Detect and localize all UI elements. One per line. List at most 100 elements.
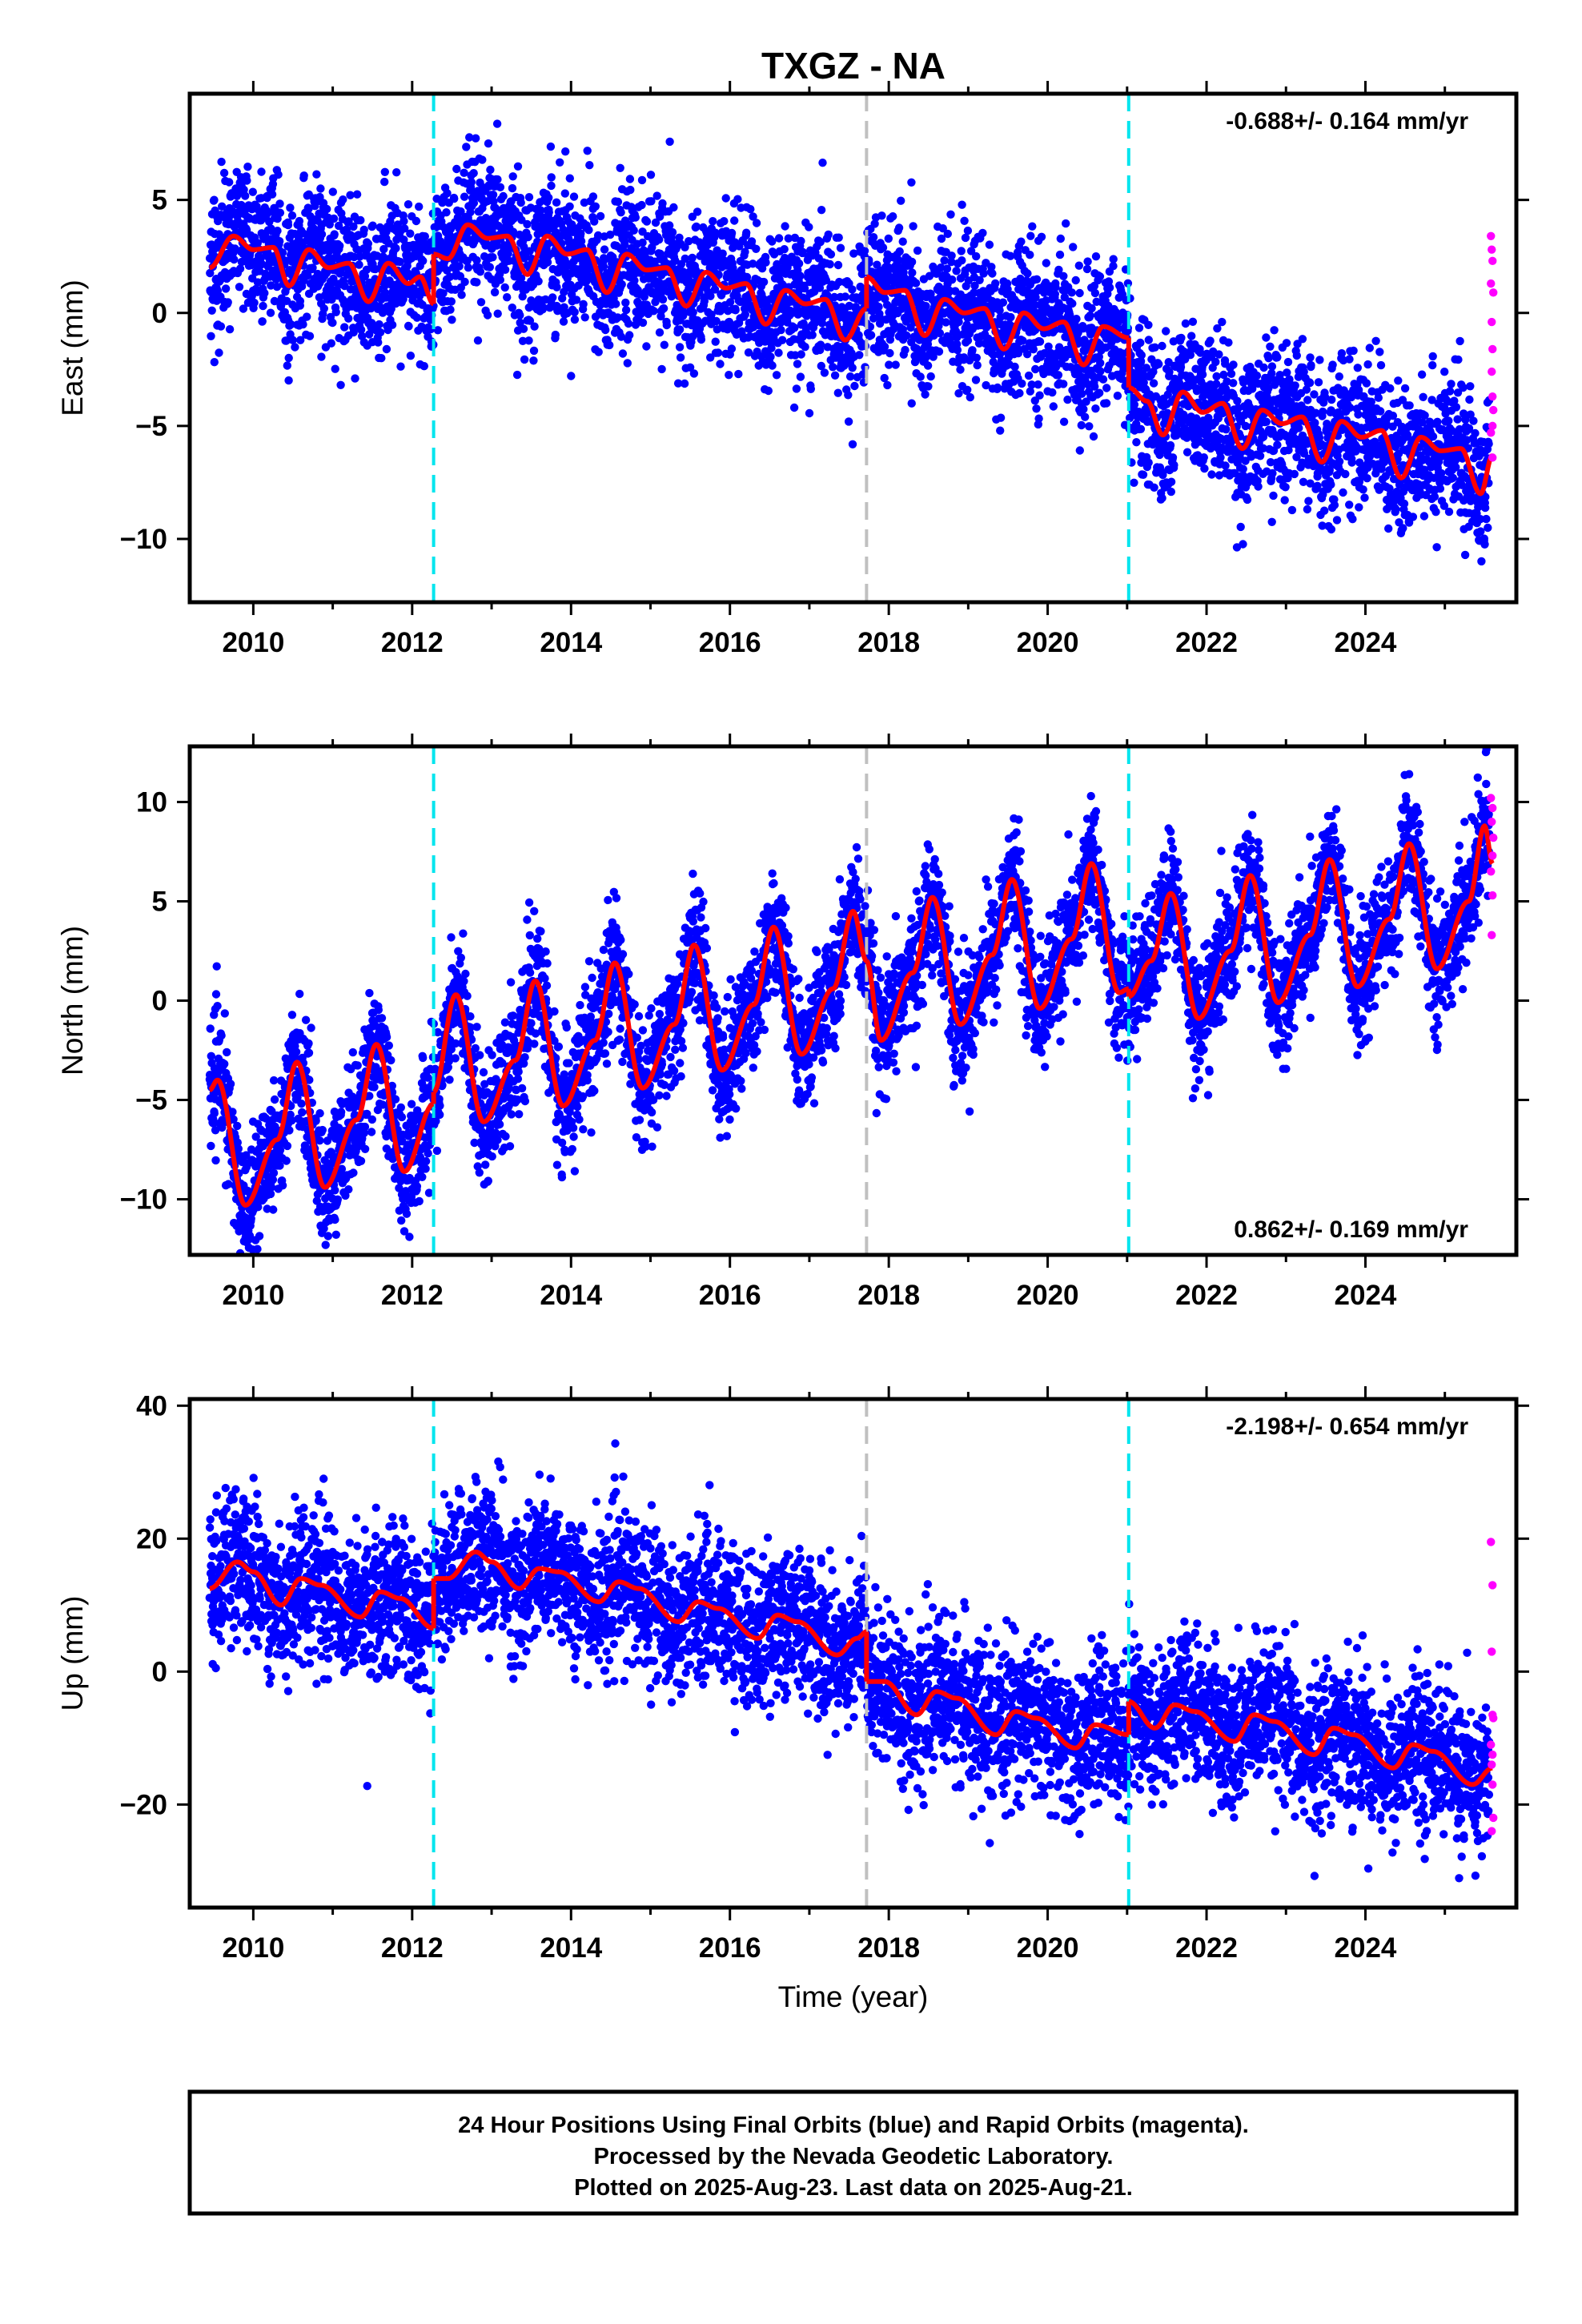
final-orbit-point (275, 199, 284, 208)
final-orbit-point (1083, 257, 1092, 266)
final-orbit-point (499, 191, 508, 201)
final-orbit-point (752, 219, 761, 227)
final-orbit-point (288, 336, 297, 344)
final-orbit-point (263, 209, 272, 218)
final-orbit-point (287, 320, 295, 329)
final-orbit-point (1348, 515, 1357, 524)
final-orbit-point (940, 256, 949, 265)
final-orbit-point (599, 262, 608, 271)
final-orbit-point (825, 259, 834, 269)
final-orbit-point (921, 302, 930, 311)
final-orbit-point (568, 220, 576, 229)
final-orbit-point (462, 143, 471, 151)
final-orbit-point (508, 172, 517, 181)
final-orbit-point (638, 238, 647, 247)
final-orbit-point (546, 142, 556, 151)
final-orbit-point (1072, 315, 1081, 324)
final-orbit-point (272, 282, 282, 292)
final-orbit-point (966, 392, 975, 402)
final-orbit-point (1158, 341, 1166, 351)
final-orbit-point (749, 212, 757, 221)
final-orbit-point (656, 212, 665, 221)
final-orbit-point (821, 275, 831, 285)
final-orbit-point (559, 317, 568, 326)
final-orbit-point (1229, 360, 1238, 369)
final-orbit-point (1017, 237, 1026, 246)
final-orbit-point (794, 259, 804, 268)
final-orbit-point (452, 164, 461, 174)
final-orbit-point (1059, 380, 1068, 388)
final-orbit-point (1098, 375, 1108, 384)
final-orbit-point (223, 298, 232, 307)
final-orbit-point (588, 192, 598, 201)
final-orbit-point (484, 139, 493, 148)
final-orbit-point (1298, 335, 1307, 344)
final-orbit-point (1399, 499, 1409, 509)
final-orbit-point (943, 229, 953, 239)
final-orbit-point (311, 202, 319, 211)
final-orbit-point (721, 194, 730, 203)
final-orbit-point (1320, 506, 1329, 515)
final-orbit-point (516, 311, 524, 320)
final-orbit-point (516, 318, 524, 328)
final-orbit-point (845, 372, 855, 381)
final-orbit-point (923, 361, 933, 370)
final-orbit-point (1262, 333, 1271, 342)
final-orbit-point (1299, 477, 1308, 486)
final-orbit-point (629, 226, 638, 235)
final-orbit-point (1188, 317, 1198, 326)
final-orbit-point (909, 222, 917, 231)
final-orbit-point (325, 220, 334, 229)
final-orbit-point (834, 233, 843, 242)
final-orbit-point (368, 221, 377, 230)
final-orbit-point (1273, 440, 1282, 449)
final-orbit-point (601, 325, 610, 335)
final-orbit-point (979, 269, 988, 278)
final-orbit-point (1206, 336, 1215, 345)
final-orbit-point (524, 232, 532, 242)
final-orbit-point (455, 262, 464, 271)
final-orbit-point (450, 194, 459, 203)
final-orbit-point (392, 168, 401, 177)
final-orbit-point (665, 221, 674, 230)
final-orbit-point (360, 271, 370, 281)
final-orbit-point (296, 336, 305, 344)
final-orbit-point (768, 361, 777, 370)
final-orbit-point (942, 318, 950, 327)
final-orbit-point (1376, 360, 1386, 370)
final-orbit-point (960, 216, 969, 225)
final-orbit-point (483, 311, 492, 320)
final-orbit-point (257, 167, 266, 176)
final-orbit-point (552, 283, 561, 292)
final-orbit-point (716, 360, 725, 368)
final-orbit-point (978, 228, 987, 238)
final-orbit-point (1221, 461, 1230, 470)
final-orbit-point (210, 358, 219, 367)
final-orbit-point (378, 308, 387, 317)
final-orbit-point (356, 215, 365, 225)
final-orbit-point (1032, 404, 1041, 413)
final-orbit-point (230, 255, 239, 264)
final-orbit-point (524, 336, 533, 345)
final-orbit-point (548, 293, 557, 302)
final-orbit-point (439, 289, 448, 298)
final-orbit-point (206, 268, 215, 278)
final-orbit-point (1337, 349, 1347, 358)
final-orbit-point (948, 275, 957, 284)
final-orbit-point (1224, 338, 1233, 347)
final-orbit-point (752, 244, 761, 253)
final-orbit-point (766, 352, 775, 361)
final-orbit-point (515, 230, 524, 239)
final-orbit-point (400, 224, 409, 233)
final-orbit-point (508, 183, 517, 193)
final-orbit-point (1096, 367, 1105, 376)
final-orbit-point (596, 211, 605, 221)
final-orbit-point (1328, 360, 1337, 369)
final-orbit-point (836, 243, 845, 252)
final-orbit-point (1049, 402, 1058, 411)
final-orbit-point (1199, 453, 1209, 462)
final-orbit-point (679, 312, 688, 320)
final-orbit-point (329, 214, 339, 223)
final-orbit-point (1327, 525, 1336, 534)
final-orbit-point (281, 256, 291, 265)
